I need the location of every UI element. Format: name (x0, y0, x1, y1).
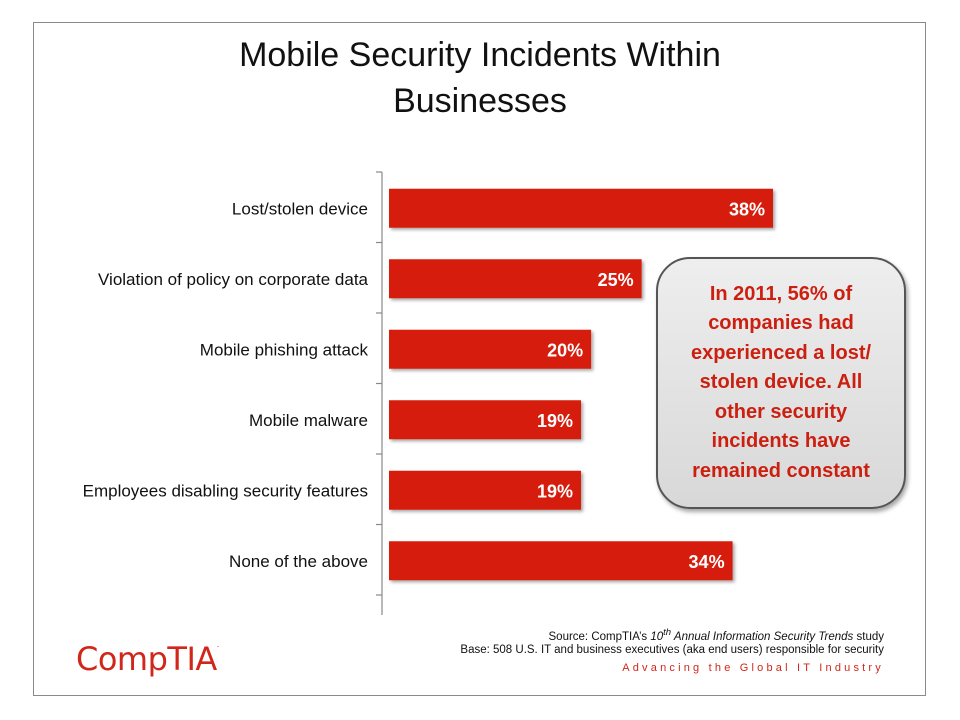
bar-2 (389, 259, 642, 299)
bar-1 (389, 188, 773, 228)
value-label-5: 19% (537, 481, 573, 501)
category-label-6: None of the above (229, 552, 368, 571)
category-label-3: Mobile phishing attack (200, 340, 369, 359)
comptia-logo: CompTIA. (76, 640, 219, 678)
bar-5 (389, 470, 581, 510)
category-label-1: Lost/stolen device (232, 199, 368, 218)
value-label-2: 25% (598, 270, 634, 290)
category-label-5: Employees disabling security features (83, 481, 368, 500)
bar-3 (389, 329, 592, 369)
logo-text: CompTIA (76, 640, 217, 678)
source-italic-title: Annual Information Security Trends (671, 630, 854, 643)
source-superscript: th (663, 627, 672, 638)
value-label-6: 34% (689, 552, 725, 572)
tagline: Advancing the Global IT Industry (622, 662, 884, 674)
value-label-3: 20% (547, 340, 583, 360)
base-note: Base: 508 U.S. IT and business executive… (460, 644, 884, 656)
source-number: 10 (650, 630, 664, 643)
value-label-1: 38% (729, 199, 765, 219)
chart-title-line-2: Businesses (393, 82, 567, 120)
category-label-4: Mobile malware (249, 411, 368, 430)
chart-title-line-1: Mobile Security Incidents Within (239, 36, 721, 74)
chart-title: Mobile Security Incidents Within Busines… (0, 32, 960, 124)
callout-text: In 2011, 56% of companies had experience… (690, 282, 872, 482)
source-note: Source: CompTIA’s 10th Annual Informatio… (364, 627, 885, 643)
bar-4 (389, 400, 581, 440)
logo-mark: . (216, 640, 220, 649)
source-prefix: Source: CompTIA’s (548, 630, 651, 643)
bar-6 (389, 541, 733, 581)
category-label-2: Violation of policy on corporate data (98, 270, 369, 289)
source-suffix: study (853, 630, 885, 643)
callout-box: In 2011, 56% of companies had experience… (656, 257, 906, 509)
value-label-4: 19% (537, 411, 573, 431)
